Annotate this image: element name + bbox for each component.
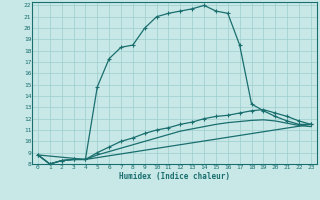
X-axis label: Humidex (Indice chaleur): Humidex (Indice chaleur)	[119, 172, 230, 181]
